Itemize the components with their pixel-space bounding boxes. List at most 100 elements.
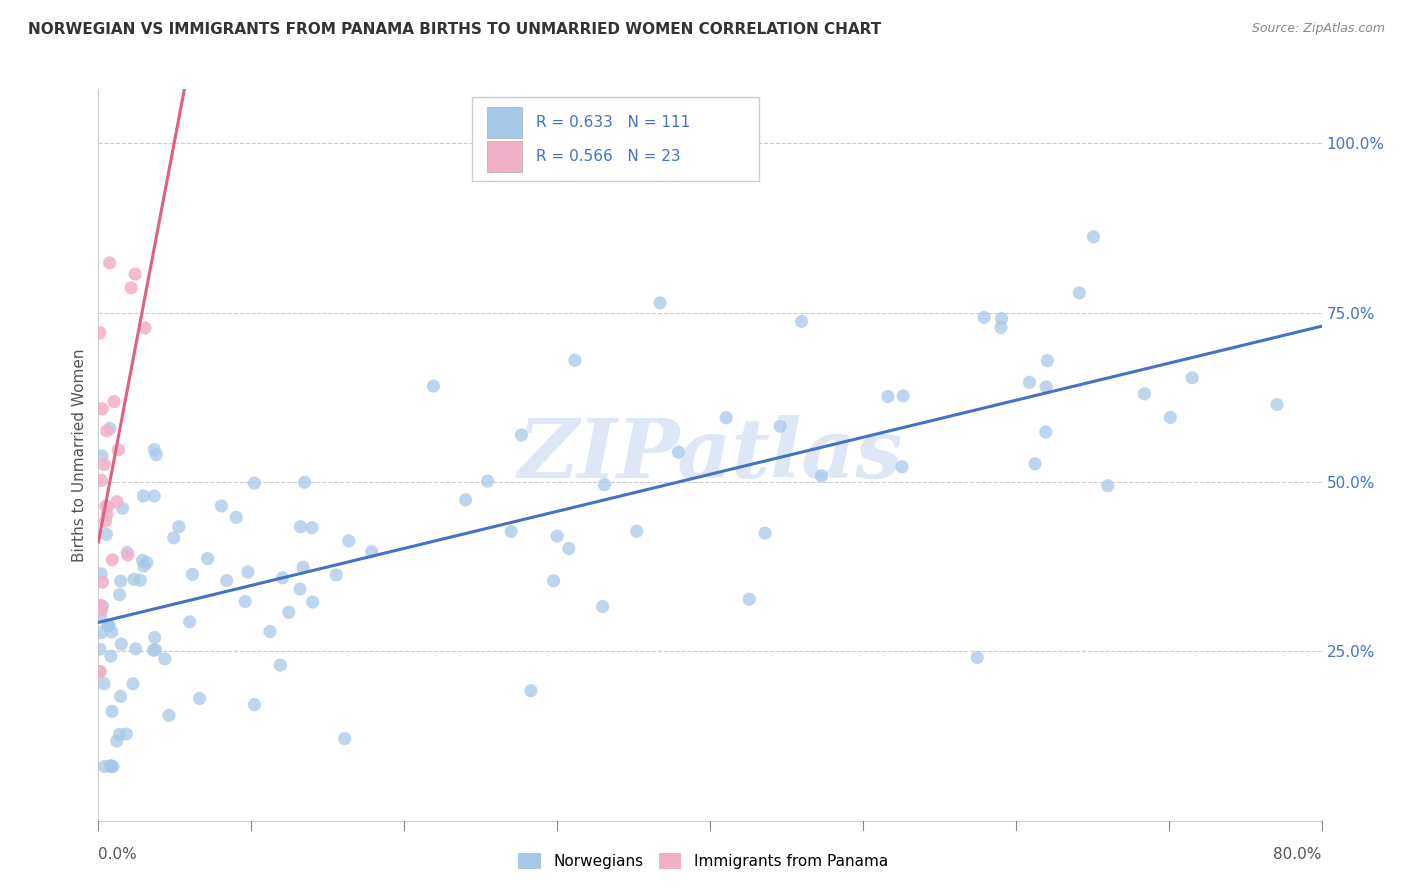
Point <box>546 529 568 543</box>
Text: 80.0%: 80.0% <box>1274 847 1322 863</box>
Point <box>90 625 112 640</box>
Point <box>91 575 114 590</box>
Point <box>131 553 153 567</box>
Point <box>90 609 112 624</box>
Point <box>188 691 211 706</box>
Point <box>94 514 117 528</box>
Point <box>153 652 176 666</box>
Point <box>1159 410 1181 425</box>
Point <box>89 642 111 657</box>
Point <box>592 599 614 614</box>
Point <box>876 390 898 404</box>
Point <box>1083 229 1105 244</box>
Point <box>360 545 382 559</box>
Point <box>209 499 232 513</box>
Point <box>105 494 128 508</box>
Point <box>90 566 112 581</box>
Point <box>337 533 360 548</box>
Point <box>1035 380 1057 394</box>
Text: 0.0%: 0.0% <box>98 847 138 863</box>
Point <box>100 759 122 773</box>
Point <box>1024 457 1046 471</box>
Point <box>501 524 523 539</box>
Point <box>97 618 120 632</box>
Point <box>301 521 323 535</box>
Point <box>93 676 115 690</box>
Point <box>143 442 166 457</box>
Point <box>259 624 281 639</box>
Point <box>122 677 145 691</box>
Point <box>1097 479 1119 493</box>
Point <box>143 631 166 645</box>
Point <box>1036 353 1059 368</box>
Point <box>94 499 117 513</box>
Point <box>97 618 120 632</box>
Point <box>117 548 139 562</box>
Point <box>96 508 118 522</box>
Point <box>132 489 155 503</box>
Point <box>91 449 114 463</box>
Point <box>197 551 219 566</box>
FancyBboxPatch shape <box>471 96 759 180</box>
Point <box>90 474 112 488</box>
Point <box>124 641 146 656</box>
Point <box>145 448 167 462</box>
Point <box>181 567 204 582</box>
Point <box>93 458 115 472</box>
Point <box>91 599 114 613</box>
Point <box>120 281 142 295</box>
Point <box>738 592 761 607</box>
Point <box>115 545 138 559</box>
Point <box>1035 425 1057 439</box>
Point <box>111 501 134 516</box>
Point <box>98 256 121 270</box>
Text: R = 0.566   N = 23: R = 0.566 N = 23 <box>536 149 681 164</box>
Legend: Norwegians, Immigrants from Panama: Norwegians, Immigrants from Panama <box>512 847 894 875</box>
Point <box>100 759 122 773</box>
Text: Source: ZipAtlas.com: Source: ZipAtlas.com <box>1251 22 1385 36</box>
Point <box>543 574 565 588</box>
Point <box>89 665 111 679</box>
Point <box>90 603 112 617</box>
Point <box>243 476 266 491</box>
Point <box>269 658 291 673</box>
Point <box>292 560 315 574</box>
Point <box>966 650 988 665</box>
Point <box>891 389 914 403</box>
Point <box>277 605 299 619</box>
Point <box>626 524 648 539</box>
Point <box>89 326 111 340</box>
Point <box>520 683 543 698</box>
Point <box>163 531 186 545</box>
Point <box>243 698 266 712</box>
Point <box>301 595 323 609</box>
Text: NORWEGIAN VS IMMIGRANTS FROM PANAMA BIRTHS TO UNMARRIED WOMEN CORRELATION CHART: NORWEGIAN VS IMMIGRANTS FROM PANAMA BIRT… <box>28 22 882 37</box>
Point <box>1265 398 1288 412</box>
Point <box>510 428 533 442</box>
Point <box>666 445 689 459</box>
Point <box>101 553 124 567</box>
Point <box>990 311 1012 326</box>
Point <box>97 500 120 514</box>
Point <box>101 759 124 773</box>
Point <box>96 527 118 541</box>
Point <box>973 310 995 325</box>
Point <box>225 510 247 524</box>
Point <box>890 459 912 474</box>
Point <box>105 734 128 748</box>
Point <box>108 727 131 741</box>
Point <box>145 642 167 657</box>
Point <box>325 568 347 582</box>
Point <box>157 708 180 723</box>
Point <box>100 648 122 663</box>
Point <box>271 571 294 585</box>
Point <box>135 556 157 570</box>
Point <box>215 574 238 588</box>
Point <box>422 379 444 393</box>
Text: R = 0.633   N = 111: R = 0.633 N = 111 <box>536 115 690 130</box>
Point <box>648 296 671 310</box>
Point <box>1069 285 1091 300</box>
Point <box>89 598 111 612</box>
Point <box>100 624 122 639</box>
Point <box>143 489 166 503</box>
